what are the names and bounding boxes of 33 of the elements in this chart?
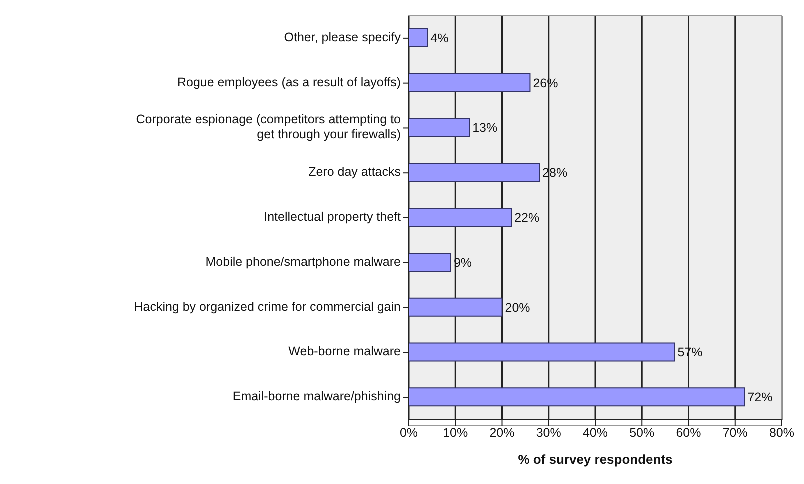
y-tick-label: Mobile phone/smartphone malware	[206, 255, 402, 270]
x-tick-label: 40%	[582, 426, 608, 440]
bar	[409, 163, 540, 182]
y-tick-label: Other, please specify	[284, 30, 402, 45]
y-tick-label: Intellectual property theft	[264, 210, 402, 224]
bar	[409, 28, 428, 48]
data-label: 72%	[748, 390, 773, 405]
x-tick-label: 60%	[676, 426, 702, 440]
y-tick-label: Web-borne malware	[288, 344, 402, 359]
y-tick-label: Hacking by organized crime for commercial gain	[134, 300, 402, 314]
bar	[409, 118, 470, 138]
x-tick-label: 0%	[400, 426, 418, 440]
bar	[409, 342, 676, 362]
x-tick-label: 80%	[769, 426, 795, 440]
x-tick-label: 70%	[722, 426, 748, 440]
bar	[409, 73, 531, 92]
x-axis-title: % of survey respondents	[518, 452, 673, 467]
data-label: 20%	[505, 300, 530, 315]
data-label: 22%	[514, 210, 540, 225]
y-tick-label: Email-borne malware/phishing	[232, 390, 402, 404]
bar	[409, 208, 512, 228]
x-tick-label: 10%	[443, 426, 468, 440]
bar	[409, 388, 746, 407]
data-label: 4%	[430, 31, 449, 46]
bar	[409, 252, 452, 272]
y-tick-label: Corporate espionage (competitors attempting to get through your firewalls)	[136, 113, 402, 142]
data-label: 13%	[472, 121, 498, 136]
y-tick-label: Zero day attacks	[308, 165, 401, 180]
x-tick-label: 30%	[536, 426, 562, 440]
bar	[409, 298, 503, 317]
y-tick-label: Rogue employees (as a result of layoffs)	[178, 76, 401, 90]
x-tick-label: 20%	[490, 426, 515, 440]
x-tick-label: 50%	[630, 426, 655, 440]
